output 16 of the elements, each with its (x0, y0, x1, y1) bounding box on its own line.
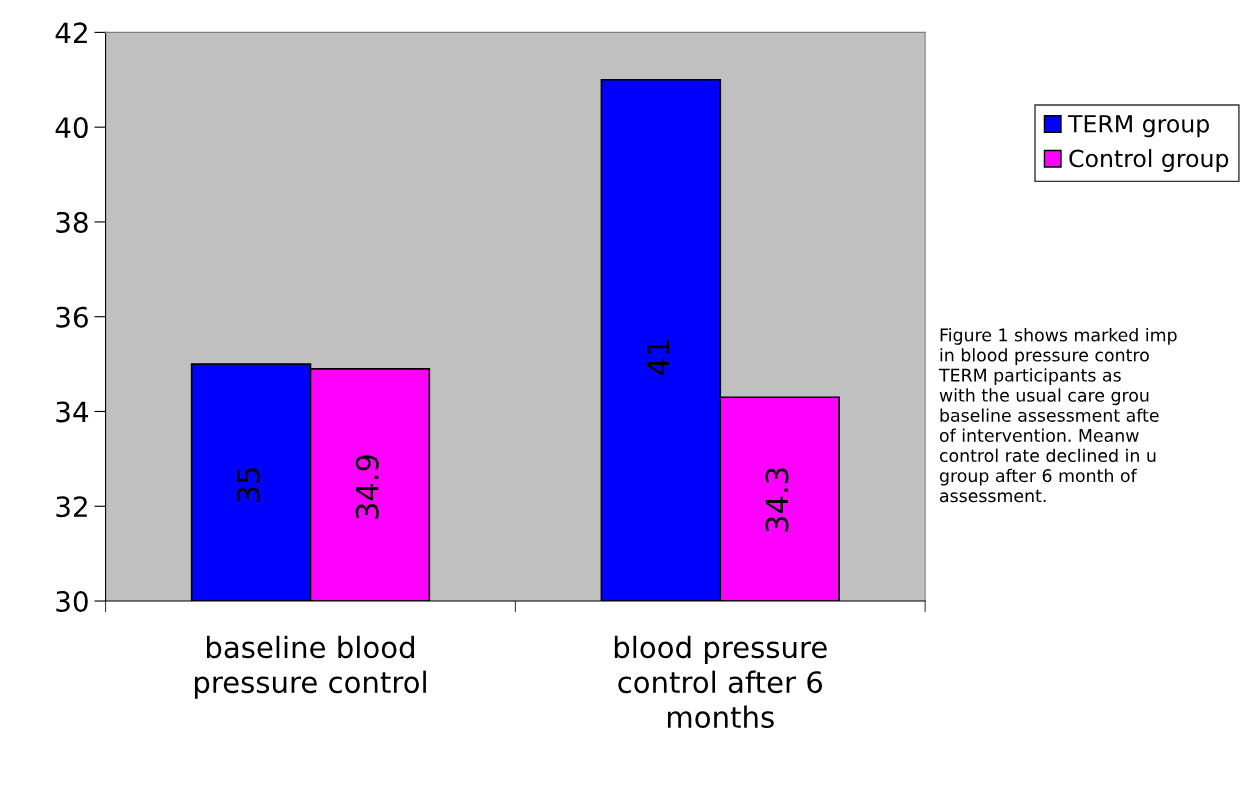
y-tick-label: 34 (56, 401, 89, 423)
data-label: 34.9 (355, 455, 379, 519)
y-tick-label: 36 (56, 306, 88, 328)
y-tick-label: 40 (55, 117, 88, 139)
data-label: 34.3 (765, 468, 789, 532)
legend-label: Control group (1069, 149, 1229, 172)
y-tick-label: 42 (55, 22, 87, 43)
x-tick-label: baseline blood pressure control (194, 635, 426, 699)
data-label: 35 (236, 468, 260, 503)
y-tick-label: 30 (56, 590, 88, 612)
text: Figure 1 shows marked imp in blood pressure contro TERM participants as with the usual care grou baseline assessment afte of intervention. Meanw control rate declined in u group after 6 month of assessment. (938, 328, 1177, 503)
y-tick-label: 32 (56, 496, 87, 518)
legend-label: TERM group (1067, 115, 1209, 138)
x-tick-label: blood pressure control after 6 months (614, 635, 827, 729)
y-tick-label: 38 (56, 211, 88, 233)
data-label: 41 (647, 340, 670, 375)
